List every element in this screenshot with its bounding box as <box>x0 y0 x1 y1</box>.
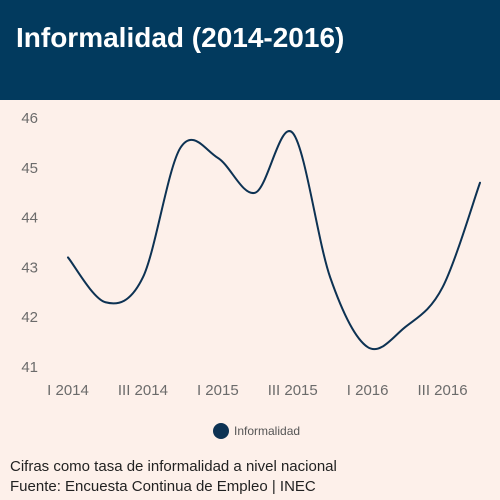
chart-title: Informalidad (2014-2016) <box>16 22 345 53</box>
data-point <box>253 191 257 195</box>
footnote-description: Cifras como tasa de informalidad a nivel… <box>10 458 337 475</box>
y-tick-label: 44 <box>21 210 38 227</box>
data-point <box>66 255 70 259</box>
data-point <box>403 325 407 329</box>
series-line-informalidad <box>67 130 481 351</box>
data-point <box>141 275 145 279</box>
data-point <box>478 181 482 185</box>
x-tick-label: I 2015 <box>197 382 239 399</box>
y-tick-label: 46 <box>21 110 38 127</box>
y-tick-label: 42 <box>21 309 38 326</box>
x-tick-label: III 2015 <box>268 382 318 399</box>
data-point <box>366 345 370 349</box>
legend-label: Informalidad <box>234 424 300 438</box>
line-chart: 41 42 43 44 45 46 I 2014 III 2014 I 2015 III 201… <box>21 110 482 439</box>
y-tick-label: 43 <box>21 259 38 276</box>
x-tick-label: III 2014 <box>118 382 168 399</box>
x-tick-label: I 2014 <box>47 382 89 399</box>
data-point <box>216 156 220 160</box>
header-banner: Informalidad (2014-2016) <box>0 0 500 100</box>
y-tick-label: 41 <box>21 359 38 376</box>
y-tick-label: 45 <box>21 160 38 177</box>
data-point <box>103 300 107 304</box>
data-point <box>291 131 295 135</box>
legend-marker <box>213 423 229 439</box>
legend: Informalidad <box>213 423 300 439</box>
x-tick-label: I 2016 <box>347 382 389 399</box>
x-axis: I 2014 III 2014 I 2015 III 2015 I 2016 III 20… <box>47 382 467 399</box>
y-axis: 41 42 43 44 45 46 <box>21 110 38 376</box>
series-layer <box>66 130 482 351</box>
footnote-source: Fuente: Encuesta Continua de Empleo | IN… <box>10 478 316 495</box>
data-point <box>328 275 332 279</box>
data-point <box>178 146 182 150</box>
x-tick-label: III 2016 <box>418 382 468 399</box>
data-point <box>441 285 445 289</box>
